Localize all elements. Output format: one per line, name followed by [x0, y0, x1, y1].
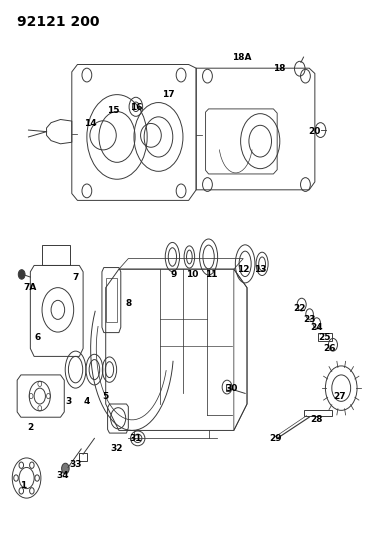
Text: 16: 16	[130, 103, 142, 112]
Text: 2: 2	[27, 423, 34, 432]
Text: 14: 14	[84, 119, 97, 128]
Text: 11: 11	[205, 270, 218, 279]
Text: 10: 10	[186, 270, 199, 279]
Text: 8: 8	[125, 299, 131, 308]
Text: 29: 29	[269, 434, 282, 443]
Text: 3: 3	[65, 397, 71, 406]
Text: 7A: 7A	[24, 283, 37, 292]
Text: 20: 20	[309, 127, 321, 136]
Text: 13: 13	[254, 265, 266, 273]
Circle shape	[18, 270, 25, 279]
Text: 33: 33	[69, 461, 82, 470]
Text: 6: 6	[35, 334, 41, 342]
Text: 9: 9	[170, 270, 177, 279]
Text: 18A: 18A	[232, 53, 251, 62]
Text: 28: 28	[311, 415, 323, 424]
Text: 27: 27	[333, 392, 346, 401]
Text: 26: 26	[324, 344, 336, 353]
Text: 12: 12	[237, 265, 250, 273]
Text: 5: 5	[102, 392, 109, 401]
Text: 25: 25	[318, 334, 331, 342]
Text: 34: 34	[56, 471, 69, 480]
Text: 92121 200: 92121 200	[17, 15, 100, 29]
Circle shape	[62, 463, 69, 474]
Text: 18: 18	[273, 63, 285, 72]
Text: 15: 15	[107, 106, 120, 115]
Text: 22: 22	[293, 304, 306, 313]
Text: 1: 1	[20, 481, 26, 490]
Text: 24: 24	[311, 323, 323, 332]
Text: 30: 30	[226, 384, 238, 393]
Text: 4: 4	[84, 397, 90, 406]
Text: 31: 31	[130, 434, 142, 443]
Text: 7: 7	[72, 272, 79, 281]
Text: 23: 23	[303, 315, 315, 324]
Text: 17: 17	[162, 90, 174, 99]
Text: 32: 32	[111, 445, 123, 454]
